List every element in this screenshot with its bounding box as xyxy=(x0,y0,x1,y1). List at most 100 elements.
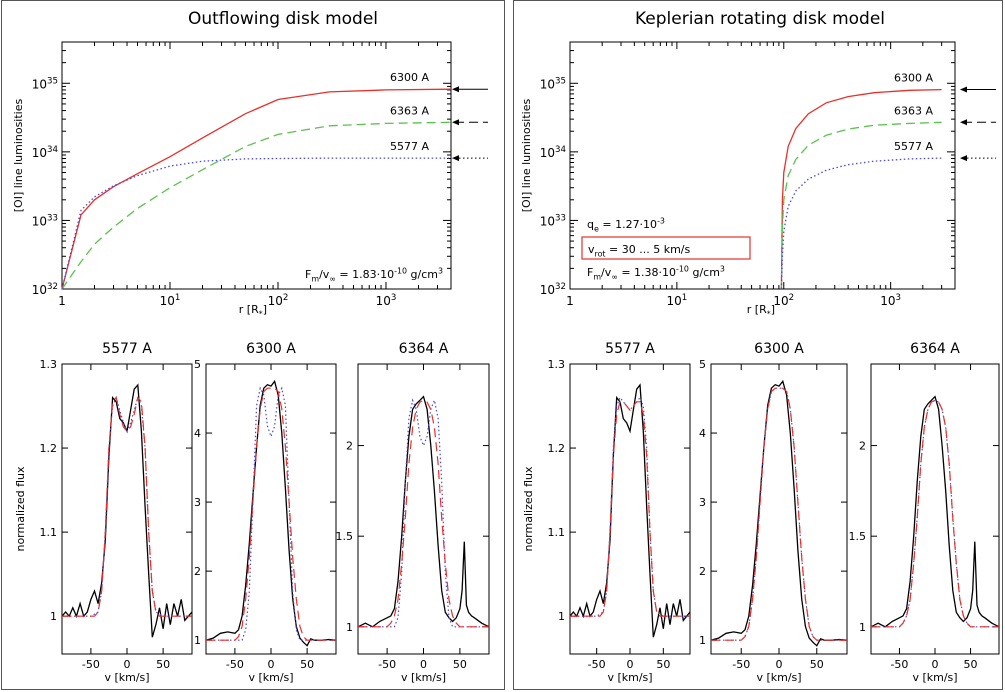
profile-title: 5577 A xyxy=(102,341,152,357)
profile-chart: 6300 A -50 0 50 1 2 3 4 5 v [km/s] xyxy=(699,341,848,684)
keplerian-panel xyxy=(513,0,1003,690)
profile-series-solid xyxy=(570,383,690,638)
x-axis-label: v [km/s] xyxy=(912,671,957,684)
x-tick-label: 101​ xyxy=(160,293,181,308)
level-arrowhead xyxy=(452,86,459,93)
y-tick-label: 1.2 xyxy=(40,442,58,455)
profile-chart: 6364 A -50 0 50 1 1.5 2 v [km/s] xyxy=(849,341,1000,684)
x-tick-label: 0 xyxy=(932,658,939,671)
y-tick-label: 1 xyxy=(699,634,706,647)
x-tick-label: -50 xyxy=(82,658,100,671)
x-tick-label: -50 xyxy=(378,658,396,671)
x-tick-label: 102​ xyxy=(773,293,794,308)
y-axis-label: [OI] line luminosities xyxy=(12,98,25,212)
profile-series-dotted xyxy=(206,386,336,641)
y-tick-label: 1 xyxy=(859,621,866,634)
series-line-5577-A xyxy=(61,157,451,290)
y-tick-label: 2 xyxy=(346,440,353,453)
profile-title: 5577 A xyxy=(605,341,655,357)
y-tick-label: 2 xyxy=(859,440,866,453)
x-tick-label: 101​ xyxy=(666,293,687,308)
x-tick-label: -50 xyxy=(890,658,908,671)
series-line-6363-A xyxy=(780,121,942,290)
x-axis-label: v [km/s] xyxy=(401,671,446,684)
profile-series-solid xyxy=(871,395,999,628)
luminosity-chart: Keplerian rotating disk model 1 101​ 102​ 10… xyxy=(520,9,996,318)
y-tick-label: 1032​ xyxy=(540,282,566,297)
x-tick-label: 50 xyxy=(810,658,824,671)
series-label: 6300 A xyxy=(390,71,429,84)
x-tick-label: 0 xyxy=(627,658,634,671)
y-tick-label: 5 xyxy=(699,358,706,371)
profile-title: 6364 A xyxy=(910,341,960,357)
y-tick-label: 3 xyxy=(194,496,201,509)
series-line-6300-A xyxy=(780,88,942,290)
profile-series-dotted xyxy=(62,395,192,617)
profile-series-dotted xyxy=(711,387,847,641)
x-axis-label: v [km/s] xyxy=(756,671,801,684)
x-axis-label: v [km/s] xyxy=(248,671,293,684)
series-line-5577-A xyxy=(780,157,942,290)
y-tick-label: 1.1 xyxy=(548,526,566,539)
profile-title: 6300 A xyxy=(246,341,296,357)
y-tick-label: 1035​ xyxy=(540,76,566,91)
luminosity-chart: Outflowing disk model 1 101​ 102​ 103​ 1032​ 1… xyxy=(12,9,488,318)
series-label: 5577 A xyxy=(894,140,933,153)
profile-series-dashed xyxy=(206,387,336,641)
x-tick-label: 102​ xyxy=(268,293,289,308)
x-tick-label: 50 xyxy=(656,658,670,671)
y-tick-label: 1.5 xyxy=(336,530,354,543)
level-arrowhead xyxy=(452,155,459,162)
y-tick-label: 1034​ xyxy=(32,145,58,160)
plot-frame xyxy=(569,41,956,290)
x-tick-label: 1 xyxy=(566,294,574,308)
y-tick-label: 1 xyxy=(194,634,201,647)
outflowing-panel xyxy=(1,0,505,690)
profile-series-solid xyxy=(358,395,489,628)
y-tick-label: 1.3 xyxy=(548,358,566,371)
profile-title: 6300 A xyxy=(754,341,804,357)
series-line-6363-A xyxy=(61,121,452,290)
y-tick-label: 5 xyxy=(194,358,201,371)
profile-series-dashed xyxy=(871,399,999,628)
chart-title: Keplerian rotating disk model xyxy=(635,9,885,29)
highlight-box xyxy=(581,236,751,260)
y-tick-label: 4 xyxy=(194,427,201,440)
profile-series-dotted xyxy=(871,399,999,628)
level-arrowhead xyxy=(960,119,967,126)
x-axis-label: v [km/s] xyxy=(607,671,652,684)
profile-series-dotted xyxy=(570,396,690,617)
plot-frame xyxy=(357,363,490,655)
profile-series-solid xyxy=(62,383,192,638)
x-tick-label: -50 xyxy=(732,658,750,671)
y-tick-label: 1.3 xyxy=(40,358,58,371)
profile-series-solid xyxy=(711,379,847,647)
level-arrowhead xyxy=(960,155,967,162)
series-label: 6363 A xyxy=(390,104,429,117)
series-label: 6363 A xyxy=(894,104,933,117)
model-annotation: qe​ = 1.27·10-3​ xyxy=(587,217,665,234)
x-tick-label: 0 xyxy=(776,658,783,671)
y-tick-label: 1035​ xyxy=(32,76,58,91)
y-tick-label: 3 xyxy=(699,496,706,509)
y-tick-label: 1.5 xyxy=(849,530,867,543)
y-tick-label: 2 xyxy=(699,565,706,578)
y-axis-label: normalized flux xyxy=(14,466,27,552)
y-tick-label: 2 xyxy=(194,565,201,578)
y-tick-label: 1.1 xyxy=(40,526,58,539)
x-axis-label: r [R*​] xyxy=(239,303,267,318)
x-tick-label: 103​ xyxy=(880,293,901,308)
x-axis-label: r [R*​] xyxy=(747,303,775,318)
y-axis-label: normalized flux xyxy=(522,466,535,552)
profile-series-solid xyxy=(206,379,336,647)
y-tick-label: 4 xyxy=(699,427,706,440)
profile-title: 6364 A xyxy=(399,341,449,357)
x-tick-label: 0 xyxy=(268,658,275,671)
profile-series-dashed xyxy=(711,387,847,641)
x-tick-label: -50 xyxy=(588,658,606,671)
y-tick-label: 1 xyxy=(346,621,353,634)
profile-chart: 5577 A -50 0 50 1 1.1 1.2 1.3 v [km/s] normalized… xyxy=(522,341,691,684)
x-tick-label: 0 xyxy=(420,658,427,671)
y-tick-label: 1033​ xyxy=(32,214,58,229)
chart-title: Outflowing disk model xyxy=(188,9,378,29)
